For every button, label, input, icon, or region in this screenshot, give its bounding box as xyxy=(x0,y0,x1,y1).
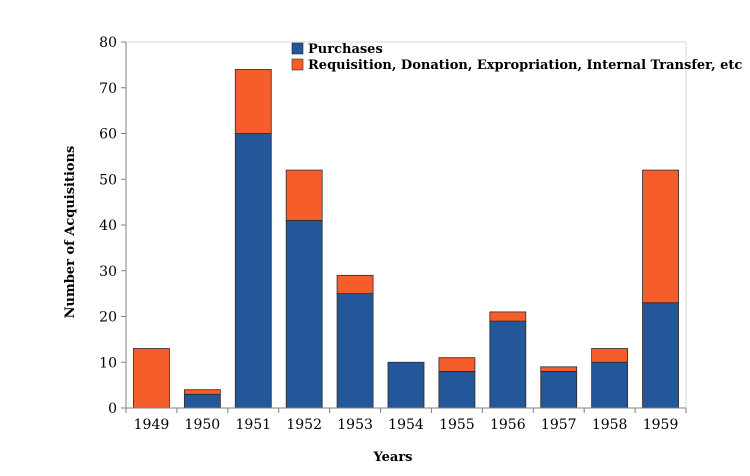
x-axis-title: Years xyxy=(372,450,412,465)
y-tick-label: 30 xyxy=(99,264,117,280)
x-tick-label: 1956 xyxy=(490,417,526,433)
bar-purchases xyxy=(285,220,323,409)
bar-requisition-donation xyxy=(285,169,323,221)
bar-purchases xyxy=(540,370,578,409)
y-tick-label: 0 xyxy=(108,401,117,417)
y-tick-label: 80 xyxy=(99,35,117,51)
legend-swatch-requisition xyxy=(291,58,304,71)
bar-purchases xyxy=(489,320,527,409)
bar-purchases xyxy=(642,302,679,409)
bar-requisition-donation xyxy=(183,389,221,395)
x-tick-label: 1950 xyxy=(185,417,221,433)
x-tick-label: 1955 xyxy=(439,417,475,433)
y-tick-label: 10 xyxy=(99,355,117,371)
bar-requisition-donation xyxy=(591,348,629,363)
bar-requisition-donation xyxy=(438,357,476,372)
x-tick-label: 1958 xyxy=(592,417,628,433)
y-tick-label: 60 xyxy=(99,127,117,143)
y-tick-label: 40 xyxy=(99,218,117,234)
x-tick-label: 1957 xyxy=(541,417,577,433)
bar-purchases xyxy=(591,361,629,409)
x-tick-label: 1952 xyxy=(286,417,322,433)
bar-requisition-donation xyxy=(336,274,374,295)
bars-layer xyxy=(133,69,679,409)
legend-swatch-purchases xyxy=(291,42,304,55)
y-axis-title: Number of Acquisitions xyxy=(63,146,78,319)
bar-purchases xyxy=(387,361,425,409)
bar-requisition-donation xyxy=(489,311,527,322)
legend-label-requisition: Requisition, Donation, Expropriation, In… xyxy=(308,58,742,73)
bar-purchases xyxy=(234,133,272,409)
bar-requisition-donation xyxy=(642,169,679,304)
y-tick-label: 70 xyxy=(99,81,117,97)
bar-requisition-donation xyxy=(133,348,170,409)
x-tick-label: 1959 xyxy=(643,417,679,433)
plot-frame xyxy=(126,41,687,408)
bar-requisition-donation xyxy=(234,69,272,134)
x-tick-label: 1949 xyxy=(134,417,170,433)
bar-purchases xyxy=(183,393,221,409)
bar-purchases xyxy=(438,370,476,409)
x-tick-label: 1954 xyxy=(388,417,424,433)
y-tick-label: 50 xyxy=(99,172,117,188)
legend-label-purchases: Purchases xyxy=(308,42,383,57)
bar-purchases xyxy=(336,293,374,409)
y-tick-label: 20 xyxy=(99,310,117,326)
x-tick-label: 1951 xyxy=(235,417,271,433)
bar-requisition-donation xyxy=(540,366,578,372)
y-axis: 0 10 20 30 40 50 60 70 80 xyxy=(99,35,127,417)
x-tick-label: 1953 xyxy=(337,417,373,433)
x-axis: 1949 1950 1951 1952 1953 1954 1955 1956 1957 1958… xyxy=(125,407,687,433)
